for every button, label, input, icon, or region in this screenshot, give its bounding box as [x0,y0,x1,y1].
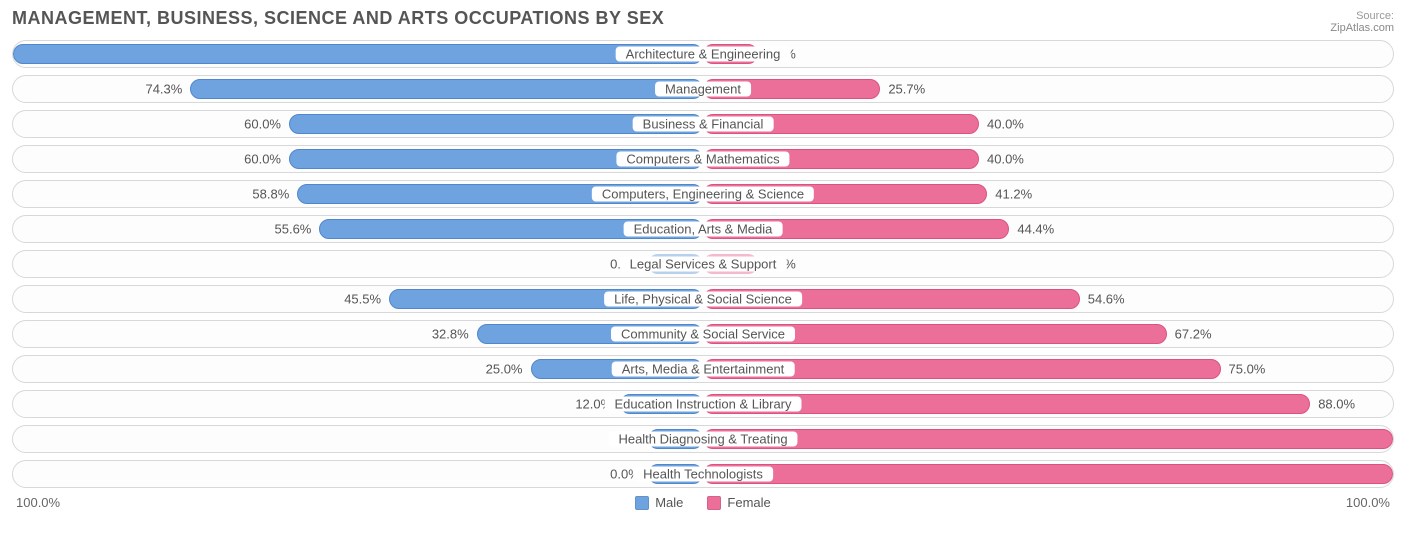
female-pct-label: 44.4% [1017,222,1054,237]
category-label: Health Diagnosing & Treating [608,432,797,447]
chart-source: Source: ZipAtlas.com [1330,8,1394,34]
legend: Male Female [635,495,771,510]
male-pct-label: 55.6% [275,222,312,237]
chart-row: 60.0% 40.0% Computers & Mathematics [12,145,1394,173]
diverging-bar-chart: 100.0%0.0%Architecture & Engineering 74.3… [12,40,1394,488]
chart-row: 0.0%100.0%Health Technologists [12,460,1394,488]
male-pct-label: 32.8% [432,327,469,342]
source-value: ZipAtlas.com [1330,22,1394,34]
category-label: Management [655,82,751,97]
chart-row: 12.0%88.0%Education Instruction & Librar… [12,390,1394,418]
category-label: Business & Financial [633,117,774,132]
axis-right-label: 100.0% [1346,495,1390,510]
category-label: Computers & Mathematics [616,152,789,167]
female-pct-label: 75.0% [1229,362,1266,377]
chart-title: MANAGEMENT, BUSINESS, SCIENCE AND ARTS O… [12,8,664,29]
female-pct-label: 25.7% [888,82,925,97]
legend-female-label: Female [727,495,770,510]
chart-row: 0.0%100.0%Health Diagnosing & Treating [12,425,1394,453]
source-label: Source: [1356,10,1394,22]
category-label: Education Instruction & Library [604,397,801,412]
female-pct-label: 40.0% [987,152,1024,167]
male-pct-label: 60.0% [244,152,281,167]
female-bar [703,429,1393,449]
category-label: Architecture & Engineering [616,47,791,62]
chart-row: 100.0%0.0%Architecture & Engineering [12,40,1394,68]
category-label: Arts, Media & Entertainment [612,362,795,377]
legend-item-female: Female [707,495,770,510]
legend-item-male: Male [635,495,683,510]
male-bar [13,44,703,64]
category-label: Community & Social Service [611,327,795,342]
chart-row: 58.8% 41.2% Computers, Engineering & Scien… [12,180,1394,208]
female-pct-label: 41.2% [995,187,1032,202]
category-label: Legal Services & Support [620,257,787,272]
chart-row: 32.8% 67.2% Community & Social Service [12,320,1394,348]
axis-row: 100.0% Male Female 100.0% [12,495,1394,510]
female-pct-label: 88.0% [1318,397,1355,412]
chart-row: 55.6% 44.4% Education, Arts & Media [12,215,1394,243]
male-bar [190,79,703,99]
chart-row: 0.0%0.0%Legal Services & Support [12,250,1394,278]
female-pct-label: 67.2% [1175,327,1212,342]
female-pct-label: 40.0% [987,117,1024,132]
male-pct-label: 74.3% [145,82,182,97]
male-pct-label: 45.5% [344,292,381,307]
legend-male-label: Male [655,495,683,510]
male-pct-label: 60.0% [244,117,281,132]
category-label: Computers, Engineering & Science [592,187,814,202]
chart-row: 25.0% 75.0% Arts, Media & Entertainment [12,355,1394,383]
category-label: Life, Physical & Social Science [604,292,802,307]
male-swatch-icon [635,496,649,510]
chart-row: 45.5% 54.6% Life, Physical & Social Scienc… [12,285,1394,313]
female-swatch-icon [707,496,721,510]
female-pct-label: 54.6% [1088,292,1125,307]
chart-header: MANAGEMENT, BUSINESS, SCIENCE AND ARTS O… [12,8,1394,34]
male-pct-label: 58.8% [252,187,289,202]
chart-row: 74.3% 25.7% Management [12,75,1394,103]
category-label: Education, Arts & Media [624,222,783,237]
female-bar [703,464,1393,484]
category-label: Health Technologists [633,467,773,482]
axis-left-label: 100.0% [16,495,60,510]
male-pct-label: 25.0% [486,362,523,377]
chart-row: 60.0% 40.0% Business & Financial [12,110,1394,138]
